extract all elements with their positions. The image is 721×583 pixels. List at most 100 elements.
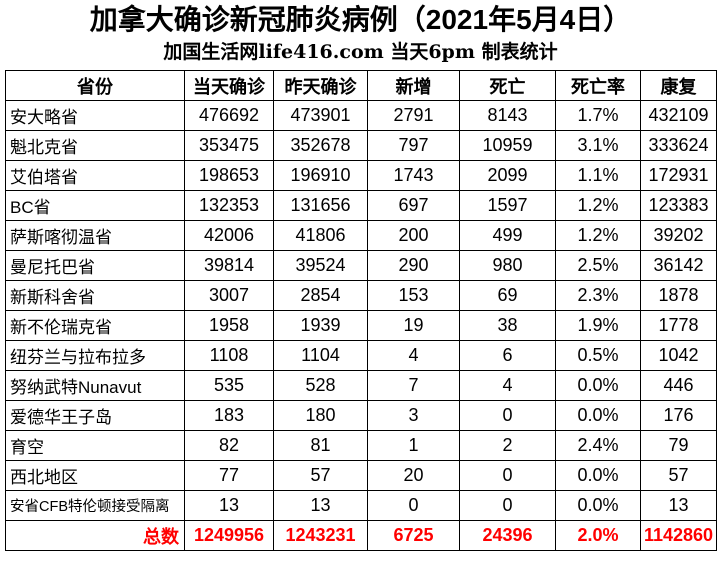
cell-deaths: 0: [459, 460, 556, 491]
cell-today: 535: [184, 370, 274, 401]
cell-death-rate: 1.1%: [555, 160, 641, 191]
cell-province: 爱德华王子岛: [5, 400, 185, 431]
cell-deaths: 980: [459, 250, 556, 281]
cell-province: 艾伯塔省: [5, 160, 185, 191]
cell-deaths: 499: [459, 220, 556, 251]
table-row: 新不伦瑞克省 1958 1939 19 38 1.9% 1778: [5, 310, 717, 341]
cell-today: 183: [184, 400, 274, 431]
cell-new: 200: [367, 220, 460, 251]
cell-death-rate: 3.1%: [555, 130, 641, 161]
cell-yesterday: 13: [273, 490, 368, 521]
cell-yesterday: 1939: [273, 310, 368, 341]
cell-yesterday: 473901: [273, 100, 368, 131]
cell-death-rate: 0.0%: [555, 490, 641, 521]
table-row: BC省 132353 131656 697 1597 1.2% 123383: [5, 190, 717, 221]
cell-death-rate: 2.4%: [555, 430, 641, 461]
cell-deaths: 1597: [459, 190, 556, 221]
cell-province: 萨斯喀彻温省: [5, 220, 185, 251]
cell-yesterday: 41806: [273, 220, 368, 251]
cell-today: 39814: [184, 250, 274, 281]
cell-today: 77: [184, 460, 274, 491]
cell-recovered: 176: [640, 400, 717, 431]
cell-death-rate: 1.2%: [555, 190, 641, 221]
table-row: 安省CFB特伦顿接受隔离 13 13 0 0 0.0% 13: [5, 490, 717, 521]
cell-new: 797: [367, 130, 460, 161]
cell-recovered: 172931: [640, 160, 717, 191]
total-new: 6725: [367, 520, 460, 551]
cell-new: 7: [367, 370, 460, 401]
cell-recovered: 333624: [640, 130, 717, 161]
cell-province: 纽芬兰与拉布拉多: [5, 340, 185, 371]
cell-deaths: 6: [459, 340, 556, 371]
total-deaths: 24396: [459, 520, 556, 551]
table-row: 努纳武特Nunavut 535 528 7 4 0.0% 446: [5, 370, 717, 401]
cell-new: 3: [367, 400, 460, 431]
cell-recovered: 13: [640, 490, 717, 521]
cell-deaths: 0: [459, 490, 556, 521]
cell-yesterday: 2854: [273, 280, 368, 311]
cell-today: 1958: [184, 310, 274, 341]
cell-today: 82: [184, 430, 274, 461]
covid-stats-table: 省份 当天确诊 昨天确诊 新增 死亡 死亡率 康复 安大略省 476692 4739…: [5, 70, 717, 551]
cell-yesterday: 39524: [273, 250, 368, 281]
cell-deaths: 8143: [459, 100, 556, 131]
cell-new: 4: [367, 340, 460, 371]
total-label: 总数: [5, 520, 185, 551]
cell-deaths: 2099: [459, 160, 556, 191]
cell-yesterday: 81: [273, 430, 368, 461]
header-yesterday: 昨天确诊: [273, 70, 368, 101]
cell-yesterday: 180: [273, 400, 368, 431]
table-row: 育空 82 81 1 2 2.4% 79: [5, 430, 717, 461]
cell-death-rate: 1.2%: [555, 220, 641, 251]
cell-deaths: 38: [459, 310, 556, 341]
cell-deaths: 2: [459, 430, 556, 461]
cell-province: 新不伦瑞克省: [5, 310, 185, 341]
cell-province: 魁北克省: [5, 130, 185, 161]
cell-deaths: 69: [459, 280, 556, 311]
total-row: 总数 1249956 1243231 6725 24396 2.0% 11428…: [5, 520, 717, 551]
table-row: 萨斯喀彻温省 42006 41806 200 499 1.2% 39202: [5, 220, 717, 251]
cell-today: 198653: [184, 160, 274, 191]
cell-recovered: 123383: [640, 190, 717, 221]
table-row: 安大略省 476692 473901 2791 8143 1.7% 432109: [5, 100, 717, 131]
cell-new: 1: [367, 430, 460, 461]
cell-province: 育空: [5, 430, 185, 461]
table-row: 纽芬兰与拉布拉多 1108 1104 4 6 0.5% 1042: [5, 340, 717, 371]
cell-province: 安大略省: [5, 100, 185, 131]
cell-new: 697: [367, 190, 460, 221]
cell-recovered: 57: [640, 460, 717, 491]
header-new: 新增: [367, 70, 460, 101]
cell-death-rate: 0.0%: [555, 400, 641, 431]
cell-yesterday: 196910: [273, 160, 368, 191]
cell-new: 19: [367, 310, 460, 341]
cell-new: 20: [367, 460, 460, 491]
cell-recovered: 1878: [640, 280, 717, 311]
cell-death-rate: 0.0%: [555, 370, 641, 401]
cell-recovered: 1042: [640, 340, 717, 371]
cell-death-rate: 2.3%: [555, 280, 641, 311]
header-row: 省份 当天确诊 昨天确诊 新增 死亡 死亡率 康复: [5, 70, 717, 101]
table-row: 曼尼托巴省 39814 39524 290 980 2.5% 36142: [5, 250, 717, 281]
cell-new: 153: [367, 280, 460, 311]
cell-deaths: 4: [459, 370, 556, 401]
cell-new: 290: [367, 250, 460, 281]
header-recovered: 康复: [640, 70, 717, 101]
total-recovered: 1142860: [640, 520, 717, 551]
header-today: 当天确诊: [184, 70, 274, 101]
table-row: 爱德华王子岛 183 180 3 0 0.0% 176: [5, 400, 717, 431]
cell-today: 353475: [184, 130, 274, 161]
total-death-rate: 2.0%: [555, 520, 641, 551]
cell-yesterday: 1104: [273, 340, 368, 371]
cell-recovered: 1778: [640, 310, 717, 341]
cell-today: 42006: [184, 220, 274, 251]
header-deaths: 死亡: [459, 70, 556, 101]
cell-death-rate: 1.9%: [555, 310, 641, 341]
cell-recovered: 432109: [640, 100, 717, 131]
cell-yesterday: 131656: [273, 190, 368, 221]
header-death-rate: 死亡率: [555, 70, 641, 101]
table-body: 安大略省 476692 473901 2791 8143 1.7% 432109 魁北克省 35…: [5, 100, 717, 521]
cell-today: 13: [184, 490, 274, 521]
cell-province: 努纳武特Nunavut: [5, 370, 185, 401]
cell-new: 1743: [367, 160, 460, 191]
